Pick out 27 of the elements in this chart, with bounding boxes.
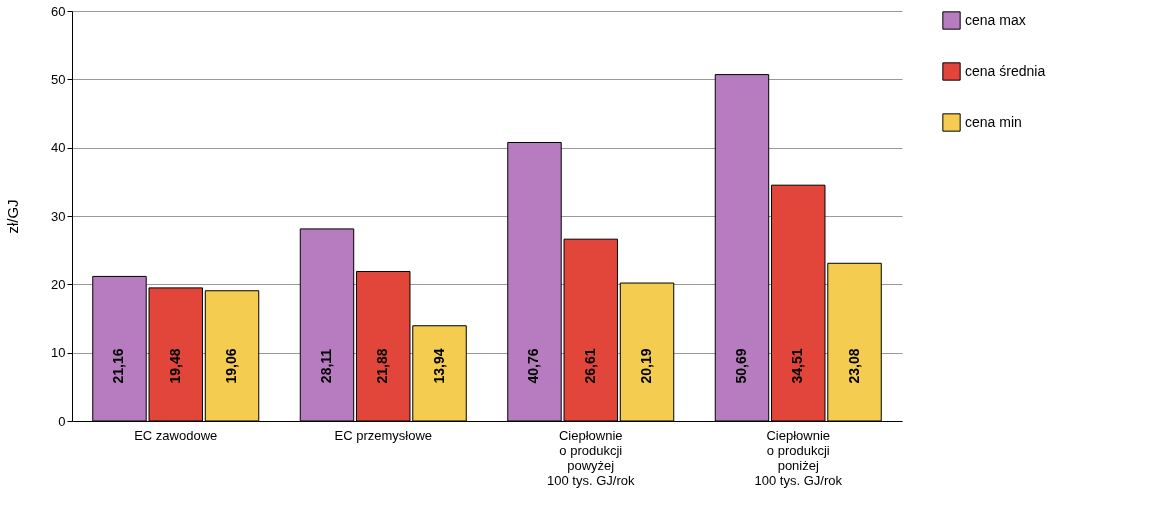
data-label: 50,69 xyxy=(732,348,749,384)
data-label: 21,16 xyxy=(110,348,127,384)
data-label: 21,88 xyxy=(374,348,391,384)
y-tick-label: 30 xyxy=(51,208,66,224)
data-label: 34,51 xyxy=(789,348,806,384)
data-label: 28,11 xyxy=(317,348,334,384)
data-label: 23,08 xyxy=(845,348,862,384)
data-label: 13,94 xyxy=(430,348,447,384)
data-label: 19,48 xyxy=(166,348,183,384)
data-label: 20,19 xyxy=(638,348,655,384)
data-label: 19,06 xyxy=(223,348,240,384)
legend-label: cena min xyxy=(965,113,1022,130)
y-tick-label: 0 xyxy=(58,413,66,429)
y-tick-label: 20 xyxy=(51,276,66,292)
y-axis-title: zł/GJ xyxy=(4,199,22,234)
data-label: 40,76 xyxy=(525,348,542,384)
legend-label: cena średnia xyxy=(965,62,1046,79)
x-tick-label: EC zawodowe xyxy=(134,427,218,443)
y-tick-label: 10 xyxy=(51,345,66,361)
x-tick-label: Ciepłownie o produkcji powyżej 100 tys. GJ/rok xyxy=(547,427,635,488)
legend-label: cena max xyxy=(965,11,1026,28)
y-tick-label: 50 xyxy=(51,71,66,87)
data-label: 26,61 xyxy=(581,348,598,384)
y-tick-label: 60 xyxy=(51,3,66,19)
x-tick-label: EC przemysłowe xyxy=(334,427,433,443)
y-tick-label: 40 xyxy=(51,140,66,156)
x-tick-label: Ciepłownie o produkcji poniżej 100 tys. GJ/rok xyxy=(754,427,843,488)
